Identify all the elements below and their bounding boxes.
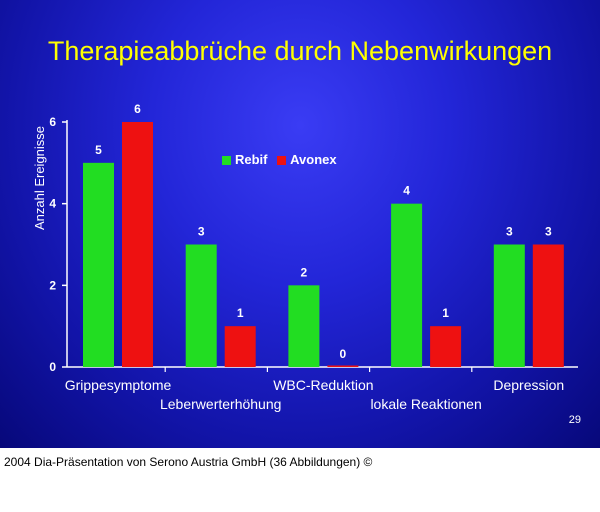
slide-number: 29 — [568, 414, 581, 426]
data-label-avonex: 6 — [134, 102, 141, 116]
legend-swatch-avonex — [277, 156, 287, 166]
legend-item-rebif: Rebif — [222, 152, 268, 167]
data-label-rebif: 2 — [301, 265, 308, 279]
bar-avonex — [430, 326, 462, 367]
bar-rebif — [391, 203, 423, 367]
y-tick-label: 0 — [49, 360, 56, 374]
bar-avonex — [327, 365, 359, 367]
x-tick-label: lokale Reaktionen — [370, 396, 481, 412]
slide-background: Therapieabbrüche durch Nebenwirkungen Re… — [0, 0, 600, 448]
bar-rebif — [185, 244, 217, 367]
bar-rebif — [83, 162, 114, 367]
y-tick-label: 6 — [49, 115, 56, 129]
y-tick-label: 4 — [49, 197, 56, 211]
data-label-avonex: 3 — [545, 225, 552, 239]
data-label-rebif: 3 — [506, 225, 513, 239]
data-label-rebif: 4 — [403, 184, 410, 198]
bar-avonex — [532, 244, 564, 367]
chart-title: Therapieabbrüche durch Nebenwirkungen — [47, 36, 553, 66]
y-axis-label: Anzahl Ereignisse — [32, 126, 47, 230]
bar-rebif — [493, 244, 525, 367]
x-tick-label: Leberwerterhöhung — [160, 396, 281, 412]
bar-rebif — [288, 285, 320, 367]
bar-avonex — [224, 326, 256, 367]
data-label-avonex: 1 — [442, 306, 449, 320]
legend-swatch-rebif — [222, 156, 231, 166]
legend-item-avonex: Avonex — [277, 152, 337, 167]
data-label-avonex: 0 — [340, 347, 347, 361]
data-label-avonex: 1 — [237, 306, 244, 320]
data-label-rebif: 5 — [95, 143, 102, 157]
data-label-rebif: 3 — [198, 225, 205, 239]
legend-label-avonex: Avonex — [290, 152, 337, 167]
image-caption: 2004 Dia-Präsentation von Serono Austria… — [4, 455, 373, 469]
bar-avonex — [122, 122, 153, 367]
legend-label-rebif: Rebif — [235, 152, 268, 167]
x-tick-label: Grippesymptome — [65, 377, 172, 393]
legend: Rebif Avonex — [222, 152, 343, 167]
y-tick-label: 2 — [49, 278, 56, 292]
x-tick-label: WBC-Reduktion — [273, 377, 373, 393]
x-tick-label: Depression — [493, 377, 564, 393]
